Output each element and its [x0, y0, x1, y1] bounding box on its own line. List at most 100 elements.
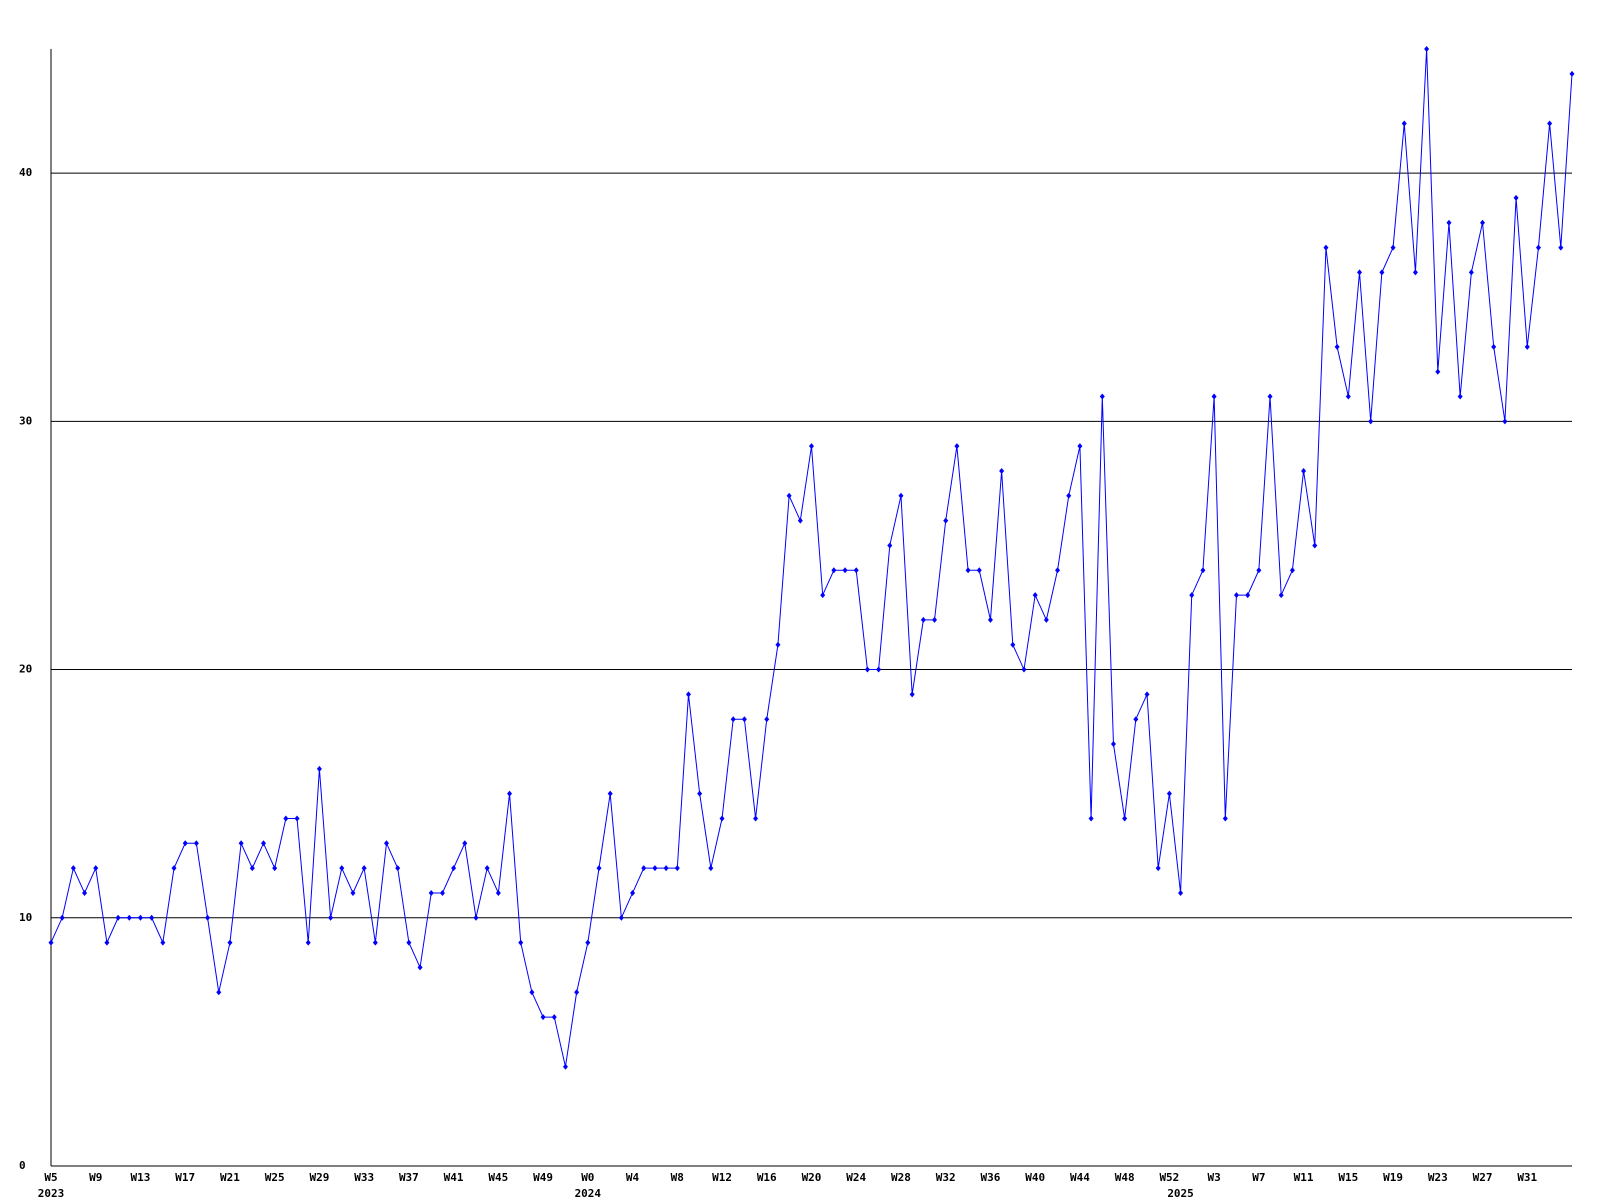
- x-tick-label: W16: [757, 1171, 777, 1184]
- data-point: [987, 616, 993, 623]
- data-point: [126, 914, 132, 921]
- data-point: [809, 443, 814, 450]
- data-point: [1357, 269, 1363, 276]
- data-point: [1457, 393, 1463, 400]
- x-tick-label: W15: [1338, 1171, 1358, 1184]
- data-point: [1200, 567, 1206, 574]
- data-point: [82, 889, 88, 896]
- x-tick-label: W20: [802, 1171, 822, 1184]
- data-point: [1077, 443, 1083, 450]
- data-point: [238, 840, 244, 847]
- x-tick-label: W13: [131, 1171, 151, 1184]
- data-point: [518, 939, 524, 946]
- x-tick-label: W45: [488, 1171, 508, 1184]
- data-point: [999, 467, 1005, 474]
- data-point: [864, 666, 870, 673]
- data-point: [1547, 120, 1553, 127]
- data-point: [328, 914, 334, 921]
- x-tick-label: W36: [981, 1171, 1001, 1184]
- data-point: [193, 840, 199, 847]
- x-tick-label: W29: [309, 1171, 329, 1184]
- x-tick-label: W33: [354, 1171, 374, 1184]
- data-point: [976, 567, 982, 574]
- y-tick-label: 30: [19, 414, 32, 427]
- x-tick-label: W21: [220, 1171, 240, 1184]
- data-point: [1122, 815, 1128, 822]
- x-tick-label: W41: [444, 1171, 464, 1184]
- x-tick-label: W0: [581, 1171, 594, 1184]
- data-point: [909, 691, 915, 698]
- x-tick-label: W52: [1159, 1171, 1179, 1184]
- x-year-label: 2024: [575, 1187, 602, 1200]
- data-point: [294, 815, 300, 822]
- data-point: [1133, 716, 1139, 723]
- data-point: [260, 840, 266, 847]
- x-tick-label: W40: [1025, 1171, 1045, 1184]
- data-point: [663, 865, 669, 872]
- data-point: [160, 939, 166, 946]
- data-point: [462, 840, 468, 847]
- data-point: [674, 865, 680, 872]
- data-point: [384, 840, 390, 847]
- data-point: [920, 616, 926, 623]
- data-point: [574, 989, 580, 996]
- data-point: [630, 889, 636, 896]
- data-point: [1424, 46, 1430, 52]
- data-point: [59, 914, 65, 921]
- data-point: [842, 567, 848, 574]
- data-point: [820, 592, 826, 599]
- data-point: [775, 641, 781, 648]
- data-point: [1524, 343, 1530, 350]
- x-tick-label: W37: [399, 1171, 419, 1184]
- data-point: [786, 492, 792, 499]
- data-point: [876, 666, 882, 673]
- data-point: [853, 567, 859, 574]
- data-point: [1256, 567, 1262, 574]
- data-point: [1535, 244, 1541, 251]
- data-point: [607, 790, 613, 797]
- data-point: [439, 889, 445, 896]
- data-point: [797, 517, 803, 524]
- data-point: [1502, 418, 1508, 425]
- data-point: [1010, 641, 1016, 648]
- data-point: [708, 865, 714, 872]
- data-point: [428, 889, 434, 896]
- data-point: [652, 865, 658, 872]
- data-point: [104, 939, 110, 946]
- x-tick-label: W25: [265, 1171, 285, 1184]
- x-year-label: 2023: [38, 1187, 65, 1200]
- data-point: [551, 1014, 557, 1021]
- data-point: [1301, 467, 1307, 474]
- data-point: [495, 889, 501, 896]
- data-point: [1021, 666, 1027, 673]
- data-point: [1379, 269, 1385, 276]
- data-point: [171, 865, 177, 872]
- data-point: [1401, 120, 1407, 127]
- data-point: [339, 865, 345, 872]
- data-point: [641, 865, 647, 872]
- x-tick-label: W32: [936, 1171, 956, 1184]
- x-tick-label: W9: [89, 1171, 102, 1184]
- data-point: [1558, 244, 1564, 251]
- data-point: [1435, 368, 1441, 375]
- data-point: [1166, 790, 1172, 797]
- data-point: [1480, 219, 1486, 226]
- data-point: [1211, 393, 1217, 400]
- x-tick-label: W17: [175, 1171, 195, 1184]
- data-point: [540, 1014, 546, 1021]
- data-point: [965, 567, 971, 574]
- data-point: [1390, 244, 1396, 251]
- y-tick-label: 0: [19, 1159, 26, 1172]
- data-point: [507, 790, 513, 797]
- data-point: [451, 865, 457, 872]
- data-point: [70, 865, 76, 872]
- data-point: [1032, 592, 1038, 599]
- data-point: [1278, 592, 1284, 599]
- data-point: [932, 616, 938, 623]
- data-point: [697, 790, 703, 797]
- data-point: [1178, 889, 1184, 896]
- data-point: [1099, 393, 1105, 400]
- data-point: [685, 691, 691, 698]
- data-point: [1155, 865, 1161, 872]
